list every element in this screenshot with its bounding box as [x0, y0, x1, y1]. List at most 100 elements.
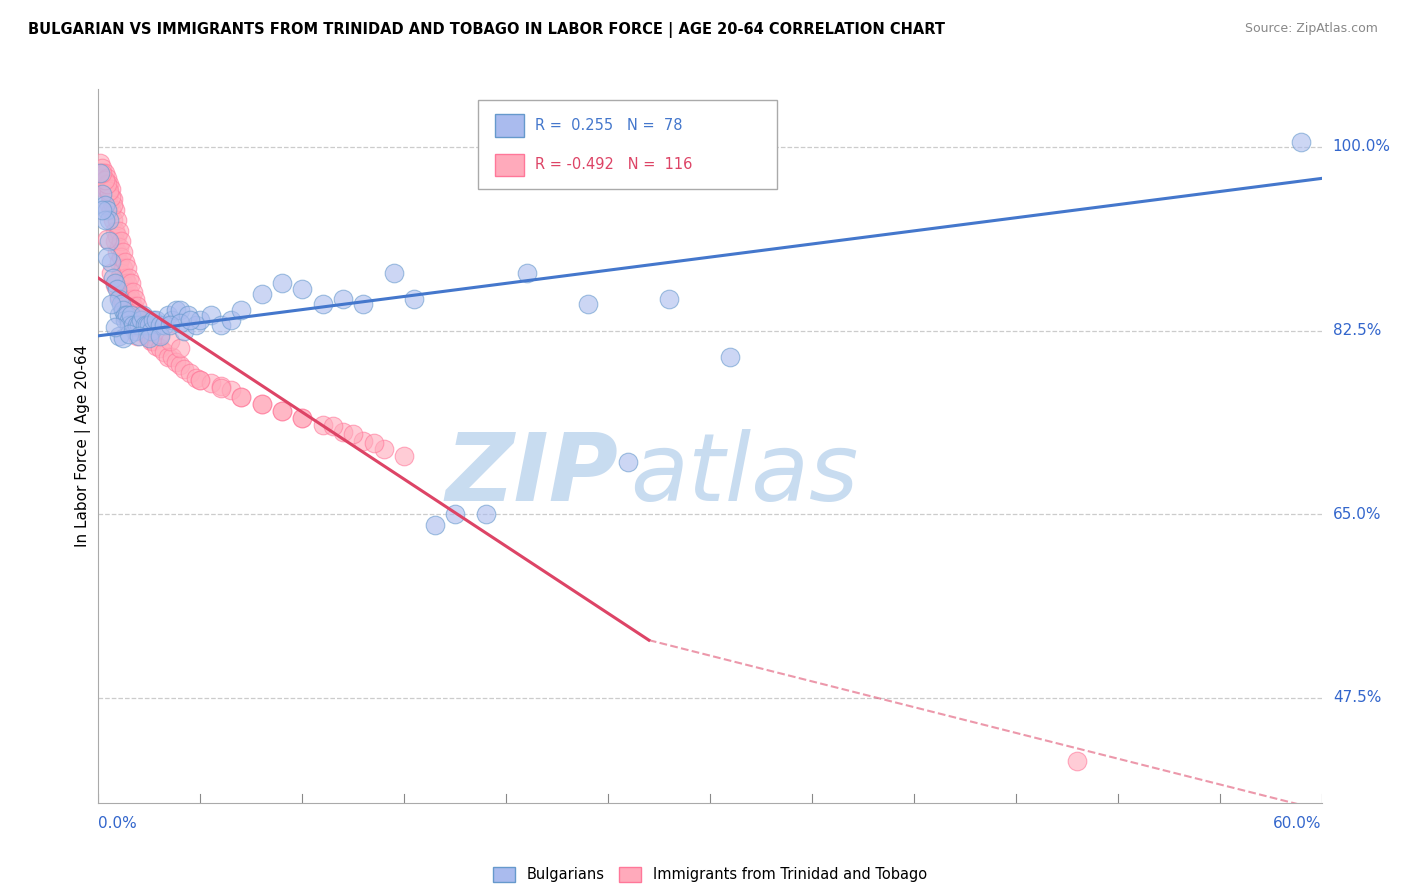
Point	[111, 260, 134, 275]
Point	[114, 255, 136, 269]
Text: 65.0%: 65.0%	[1333, 507, 1381, 522]
Point	[124, 292, 146, 306]
Point	[124, 320, 146, 334]
Point	[179, 366, 201, 380]
Point	[101, 271, 124, 285]
Point	[105, 229, 128, 244]
Point	[658, 292, 681, 306]
Point	[156, 350, 179, 364]
Point	[111, 297, 134, 311]
Point	[173, 324, 195, 338]
Point	[104, 320, 127, 334]
Point	[118, 285, 141, 299]
Point	[120, 292, 142, 306]
Point	[179, 313, 201, 327]
Point	[93, 166, 115, 180]
Point	[111, 331, 134, 345]
Point	[352, 434, 374, 448]
Point	[91, 161, 114, 175]
Point	[104, 278, 127, 293]
Point	[104, 202, 127, 217]
Point	[104, 224, 127, 238]
Point	[96, 182, 118, 196]
Point	[97, 213, 120, 227]
Point	[118, 271, 141, 285]
Point	[93, 197, 115, 211]
Point	[136, 318, 159, 333]
Point	[392, 450, 416, 464]
Text: 100.0%: 100.0%	[1333, 139, 1391, 154]
Point	[122, 313, 145, 327]
Point	[332, 292, 354, 306]
FancyBboxPatch shape	[495, 114, 524, 137]
FancyBboxPatch shape	[478, 100, 778, 189]
Legend: Bulgarians, Immigrants from Trinidad and Tobago: Bulgarians, Immigrants from Trinidad and…	[488, 861, 932, 888]
Point	[115, 277, 138, 291]
Point	[96, 177, 118, 191]
Point	[145, 339, 167, 353]
Point	[149, 318, 172, 333]
Point	[138, 328, 160, 343]
Point	[120, 308, 142, 322]
Point	[120, 277, 142, 291]
Point	[209, 381, 232, 395]
Point	[114, 286, 136, 301]
Point	[110, 266, 132, 280]
Point	[159, 318, 181, 333]
Point	[108, 239, 131, 253]
Point	[122, 285, 145, 299]
Point	[291, 410, 314, 425]
Point	[100, 266, 122, 280]
Point	[105, 213, 128, 227]
Point	[142, 313, 165, 327]
Point	[322, 419, 344, 434]
Point	[159, 334, 181, 348]
Point	[129, 313, 152, 327]
Point	[352, 297, 374, 311]
Point	[576, 297, 599, 311]
Point	[156, 308, 179, 322]
Point	[231, 390, 253, 404]
Point	[128, 328, 150, 343]
Point	[149, 328, 172, 343]
Point	[91, 187, 114, 202]
Point	[165, 302, 187, 317]
Point	[115, 308, 138, 322]
Point	[165, 355, 187, 369]
Point	[101, 213, 124, 227]
Point	[134, 324, 156, 338]
Point	[96, 250, 118, 264]
Point	[363, 435, 385, 450]
Point	[96, 171, 118, 186]
Point	[200, 308, 222, 322]
Point	[114, 308, 136, 322]
Point	[188, 313, 212, 327]
Point	[219, 384, 242, 398]
Point	[423, 517, 446, 532]
Point	[101, 197, 124, 211]
Point	[97, 197, 120, 211]
Point	[93, 182, 115, 196]
Point	[96, 232, 118, 246]
Point	[169, 316, 191, 330]
Point	[118, 300, 141, 314]
Point	[219, 313, 242, 327]
Point	[101, 193, 124, 207]
Point	[108, 271, 131, 285]
Point	[120, 308, 142, 322]
Point	[141, 334, 163, 348]
Point	[177, 308, 200, 322]
Point	[110, 297, 132, 311]
Point	[132, 308, 155, 322]
Text: Source: ZipAtlas.com: Source: ZipAtlas.com	[1244, 22, 1378, 36]
Point	[186, 371, 208, 385]
Point	[127, 300, 149, 314]
Point	[118, 326, 141, 341]
Point	[1066, 754, 1088, 768]
Point	[138, 331, 160, 345]
Point	[104, 277, 127, 291]
Point	[270, 404, 294, 418]
Point	[152, 318, 174, 333]
Point	[231, 390, 253, 404]
Point	[138, 318, 160, 333]
